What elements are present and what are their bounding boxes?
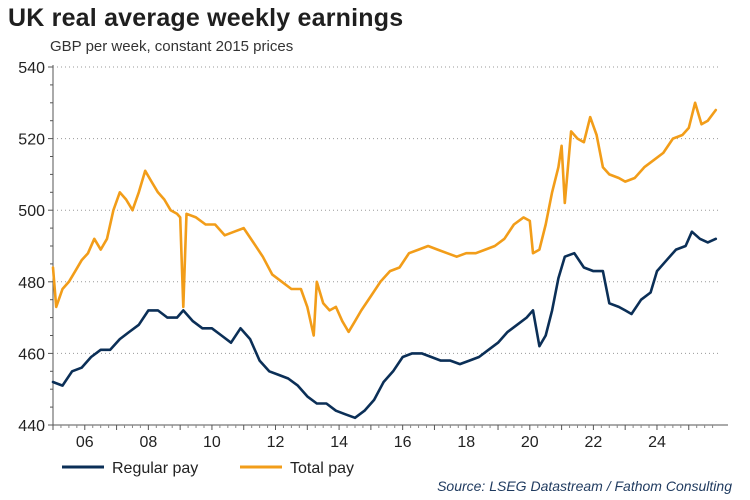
x-ticks: 06 08 10 12 14 16 18 20 22 24 bbox=[52, 425, 714, 451]
x-tick-label: 24 bbox=[648, 434, 666, 451]
x-tick-label: 18 bbox=[457, 434, 475, 451]
x-tick-label: 08 bbox=[139, 434, 157, 451]
axes bbox=[52, 65, 728, 426]
x-tick-label: 16 bbox=[394, 434, 412, 451]
y-tick-label: 460 bbox=[18, 346, 45, 363]
gridlines bbox=[53, 66, 718, 354]
x-tick-label: 20 bbox=[521, 434, 539, 451]
y-tick-label: 500 bbox=[18, 203, 45, 220]
y-tick-label: 540 bbox=[18, 60, 45, 77]
series-line-regular-pay bbox=[51, 230, 718, 420]
x-tick-label: 12 bbox=[267, 434, 285, 451]
y-tick-label: 440 bbox=[18, 418, 45, 435]
legend-label: Total pay bbox=[290, 460, 354, 477]
series-layer bbox=[51, 101, 718, 420]
chart-title: UK real average weekly earnings bbox=[8, 4, 404, 32]
y-ticks: 440 460 480 500 520 540 bbox=[18, 60, 53, 435]
legend: Regular pay Total pay bbox=[62, 460, 354, 477]
x-tick-label: 14 bbox=[330, 434, 348, 451]
source-note: Source: LSEG Datastream / Fathom Consult… bbox=[437, 478, 732, 494]
series-line-total-pay bbox=[51, 101, 718, 337]
x-tick-label: 10 bbox=[203, 434, 221, 451]
y-tick-label: 480 bbox=[18, 275, 45, 292]
y-tick-label: 520 bbox=[18, 132, 45, 149]
chart-subtitle: GBP per week, constant 2015 prices bbox=[50, 38, 294, 55]
x-tick-label: 22 bbox=[584, 434, 602, 451]
x-tick-label: 06 bbox=[76, 434, 94, 451]
legend-label: Regular pay bbox=[112, 460, 198, 477]
